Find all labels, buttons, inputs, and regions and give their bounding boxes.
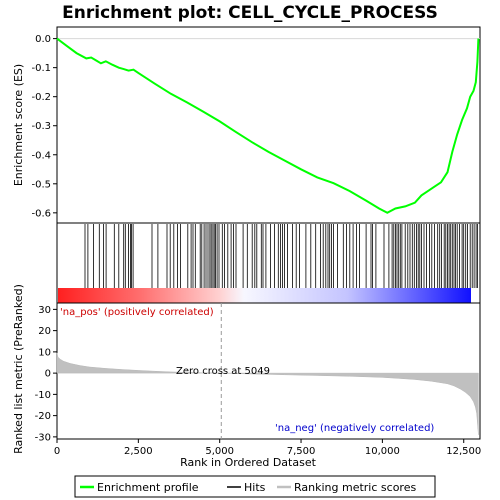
hits-panel [56,222,481,304]
es-y-tick-label: -0.5 [31,179,51,190]
hit-lines [84,224,478,288]
pos-correlated-label: 'na_pos' (positively correlated) [60,307,214,318]
rank-y-axis: 30 20 10 0 -10 -20 -30 [35,305,57,443]
es-y-axis: 0.0 -0.1 -0.2 -0.3 -0.4 -0.5 -0.6 [31,34,57,219]
rank-color-bar [58,288,471,304]
legend-box [74,475,436,498]
rank-y-tick-label: 20 [38,326,51,337]
enrichment-profile-line [56,37,480,214]
neg-correlated-label: 'na_neg' (negatively correlated) [275,423,434,434]
rank-x-axis-label: Rank in Ordered Dataset [180,456,317,469]
es-y-tick-label: -0.1 [31,63,51,74]
enrichment-profile-panel: 0.0 -0.1 -0.2 -0.3 -0.4 -0.5 -0.6 Enrichment s… [12,26,481,224]
rank-y-tick-label: 10 [38,347,51,358]
legend-label-ranking: Ranking metric scores [294,481,416,494]
es-y-tick-label: -0.2 [31,92,51,103]
ranking-metric-area [56,352,479,435]
rank-y-tick-label: -10 [35,390,51,401]
es-y-tick-label: 0.0 [35,34,51,45]
rank-x-tick-label: 12,500 [446,446,481,457]
rank-x-tick-label: 5,000 [205,446,234,457]
rank-x-tick-label: 10,000 [365,446,400,457]
es-y-tick-label: -0.6 [31,208,51,219]
legend: Enrichment profile Hits Ranking metric s… [74,475,436,498]
ranked-metric-panel: 30 20 10 0 -10 -20 -30 0 2,500 5,000 7,500 10,000 1… [12,284,481,469]
rank-x-axis: 0 2,500 5,000 7,500 10,000 12,500 [54,439,481,457]
rank-y-tick-label: -30 [35,432,51,443]
rank-y-axis-label: Ranked list metric (PreRanked) [12,284,25,454]
zero-cross-label: Zero cross at 5049 [176,366,270,377]
rank-y-tick-label: 30 [38,305,51,316]
legend-label-enrichment: Enrichment profile [97,481,199,494]
rank-x-tick-label: 7,500 [287,446,316,457]
chart-title: Enrichment plot: CELL_CYCLE_PROCESS [62,3,438,23]
es-plot-frame [56,26,481,224]
rank-x-tick-label: 0 [54,446,60,457]
es-y-axis-label: Enrichment score (ES) [12,64,25,186]
rank-x-tick-label: 2,500 [124,446,153,457]
rank-y-tick-label: 0 [45,369,51,380]
rank-y-tick-label: -20 [35,411,51,422]
es-y-tick-label: -0.4 [31,150,51,161]
legend-label-hits: Hits [244,481,266,494]
es-y-tick-label: -0.3 [31,121,51,132]
